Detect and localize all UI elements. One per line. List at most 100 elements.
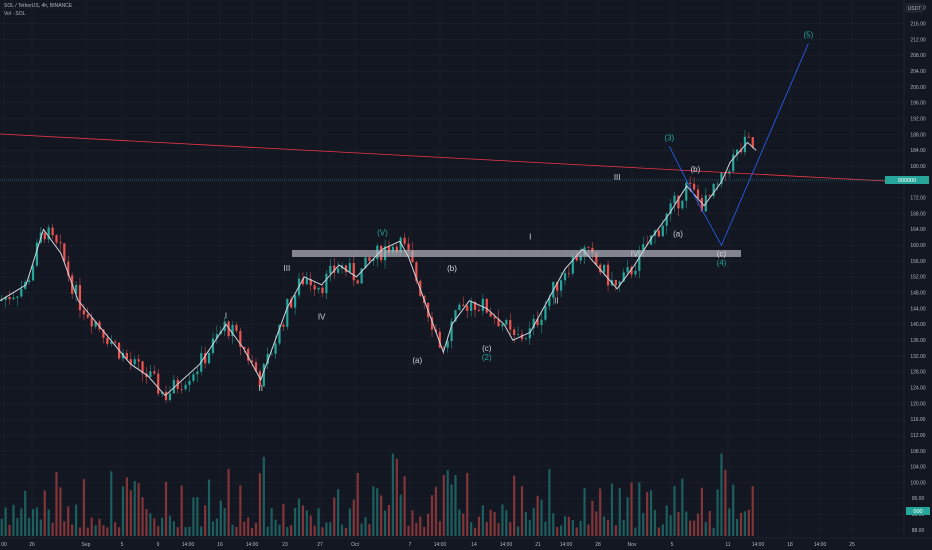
volume-bar — [548, 469, 551, 536]
x-tick-label: 16 — [217, 542, 223, 548]
volume-bar — [630, 482, 633, 536]
volume-bar — [294, 507, 297, 536]
volume-bar — [356, 472, 359, 536]
volume-bar — [235, 526, 238, 536]
volume-bar — [747, 509, 750, 536]
candle-body — [114, 341, 117, 343]
volume-bar — [43, 490, 46, 536]
volume-bar — [575, 527, 578, 536]
volume-bar — [669, 515, 672, 536]
wave-label: I — [529, 232, 531, 241]
candle-body — [438, 331, 441, 348]
volume-bar — [618, 488, 621, 536]
x-tick-label: 14:00 — [560, 542, 573, 548]
volume-bar — [114, 522, 117, 536]
volume-bar — [724, 469, 727, 536]
volume-bar — [446, 470, 449, 536]
volume-bar — [481, 505, 484, 536]
volume-bar — [333, 497, 336, 536]
volume-bar — [28, 517, 31, 536]
candle-body — [466, 305, 469, 311]
candle-body — [548, 297, 551, 307]
wave-label: IV — [318, 313, 326, 322]
x-axis[interactable]: 00 26 Sep 5 9 14:00 16 14:00 23 27 Oct 7 14:00 14 14:0… — [1, 542, 855, 548]
candle-body — [732, 154, 735, 172]
currency-badge[interactable]: USDT — [905, 3, 924, 13]
candle-body — [90, 317, 93, 327]
volume-bar — [352, 499, 355, 536]
candle-body — [207, 353, 211, 364]
x-tick-label: 7 — [409, 542, 412, 548]
x-tick-label: 23 — [282, 542, 288, 548]
volume-bar — [223, 508, 226, 536]
volume-bar — [720, 453, 723, 536]
volume-bar — [317, 508, 320, 536]
elliott-wave-path[interactable] — [0, 141, 757, 397]
volume-bar — [39, 519, 42, 536]
volume-bar — [692, 520, 696, 536]
volume-bar — [215, 518, 218, 536]
projection-path[interactable] — [668, 43, 809, 247]
candle-body — [481, 298, 484, 311]
candle-body — [211, 338, 215, 354]
volume-bar — [340, 524, 344, 536]
volume-bar — [743, 511, 747, 536]
candle-body — [204, 353, 207, 364]
volume-bar — [681, 478, 684, 536]
candle-body — [0, 299, 3, 301]
volume-bar — [473, 527, 477, 536]
candle-body — [172, 379, 175, 394]
candle-body — [235, 324, 238, 331]
candle-body — [231, 324, 234, 337]
volume-bar — [372, 486, 375, 536]
volume-bar — [540, 499, 543, 536]
x-axis-panel — [0, 538, 932, 550]
x-tick-label: 11 — [725, 542, 730, 548]
candle-body — [536, 318, 539, 326]
volume-legend[interactable]: Vol · SOL — [4, 11, 26, 17]
wave-label: (a) — [673, 229, 683, 238]
y-tick-label: 216.00 — [910, 22, 926, 28]
volume-bar — [110, 471, 113, 536]
resistance-trendline[interactable] — [0, 133, 905, 183]
volume-bar — [501, 504, 504, 536]
candle-body — [192, 374, 195, 381]
candle-body — [399, 237, 402, 253]
candle-body — [442, 347, 445, 349]
volume-bar — [610, 483, 614, 536]
volume-bar — [477, 516, 481, 536]
volume-bar — [419, 516, 422, 536]
volume-bar — [642, 512, 645, 536]
volume-bar — [603, 516, 606, 536]
volume-bar — [462, 513, 465, 536]
candle-body — [290, 299, 293, 308]
candle-body — [55, 235, 58, 243]
volume-bar — [520, 486, 524, 536]
volume-bar — [383, 510, 387, 536]
candle-body — [493, 316, 496, 319]
wave-label: I — [225, 311, 227, 320]
volume-bar — [368, 524, 371, 536]
support-zone[interactable] — [292, 250, 741, 257]
x-tick-label: 25 — [849, 542, 855, 548]
volume-bar — [250, 527, 254, 536]
volume-bar — [513, 475, 516, 536]
volume-bar — [157, 526, 160, 536]
volume-bar — [125, 477, 129, 536]
wave-label: III — [614, 173, 621, 182]
candle-body — [141, 361, 144, 374]
y-tick-label: 140.00 — [910, 322, 926, 328]
volume-bar — [227, 468, 230, 536]
volume-bar — [458, 509, 461, 536]
volume-bar — [313, 525, 316, 536]
y-tick-label: 156.00 — [910, 259, 926, 265]
candle-body — [325, 273, 328, 294]
candle-body — [696, 189, 700, 199]
candle-body — [47, 227, 50, 240]
volume-bar — [172, 521, 175, 536]
candle-body — [356, 280, 359, 284]
symbol-legend[interactable]: SOL / TetherUS, 4h, BINANCE — [4, 3, 73, 9]
y-tick-label: 188.00 — [910, 132, 926, 138]
volume-bar — [63, 521, 66, 536]
